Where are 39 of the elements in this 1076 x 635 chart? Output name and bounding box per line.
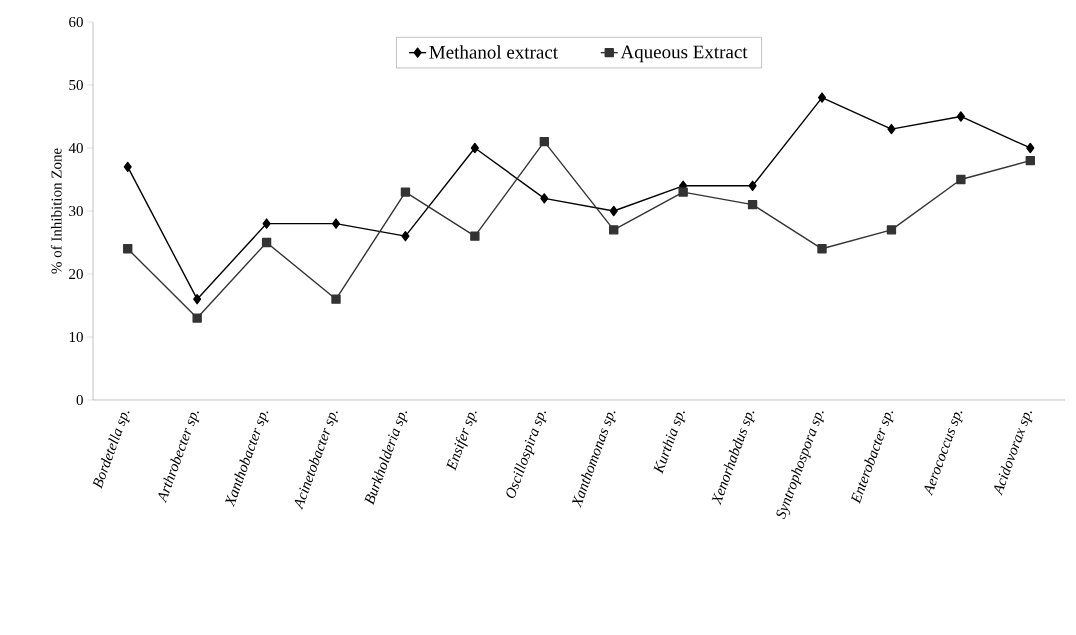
y-tick-label: 30 [69, 205, 83, 217]
point [747, 200, 758, 210]
point [887, 123, 896, 135]
y-tick-label: 40 [68, 142, 83, 154]
point [748, 180, 757, 191]
point [540, 193, 549, 204]
point [193, 294, 202, 305]
y-axis-title: % of Inhibition Zone [50, 148, 62, 274]
point [1025, 155, 1035, 166]
y-tick-label: 20 [69, 268, 83, 280]
y-tick-label: 50 [69, 79, 83, 91]
point [886, 225, 897, 235]
point [470, 231, 480, 241]
point [331, 294, 341, 304]
point [817, 92, 827, 103]
legend-label: Methanol extract [429, 45, 558, 59]
x-tick-label: Kurthia sp. [653, 411, 686, 475]
y-tick-label: 0 [76, 394, 83, 406]
x-tick-label: Ensifer sp. [446, 411, 478, 472]
point [123, 161, 132, 173]
point [678, 187, 688, 197]
point [123, 244, 133, 254]
point [956, 174, 966, 185]
point [401, 231, 410, 242]
point [262, 218, 271, 229]
point [539, 137, 549, 147]
y-tick-label: 60 [69, 16, 83, 28]
point [1026, 142, 1035, 154]
point [400, 187, 411, 197]
legend-label: Aqueous Extract [620, 45, 748, 63]
point [609, 205, 618, 217]
point [609, 225, 619, 235]
point [817, 244, 827, 254]
point [470, 142, 479, 154]
point [331, 218, 341, 229]
y-tick-label: 10 [69, 331, 83, 343]
point [192, 313, 202, 323]
point [261, 237, 272, 248]
point [956, 111, 965, 122]
